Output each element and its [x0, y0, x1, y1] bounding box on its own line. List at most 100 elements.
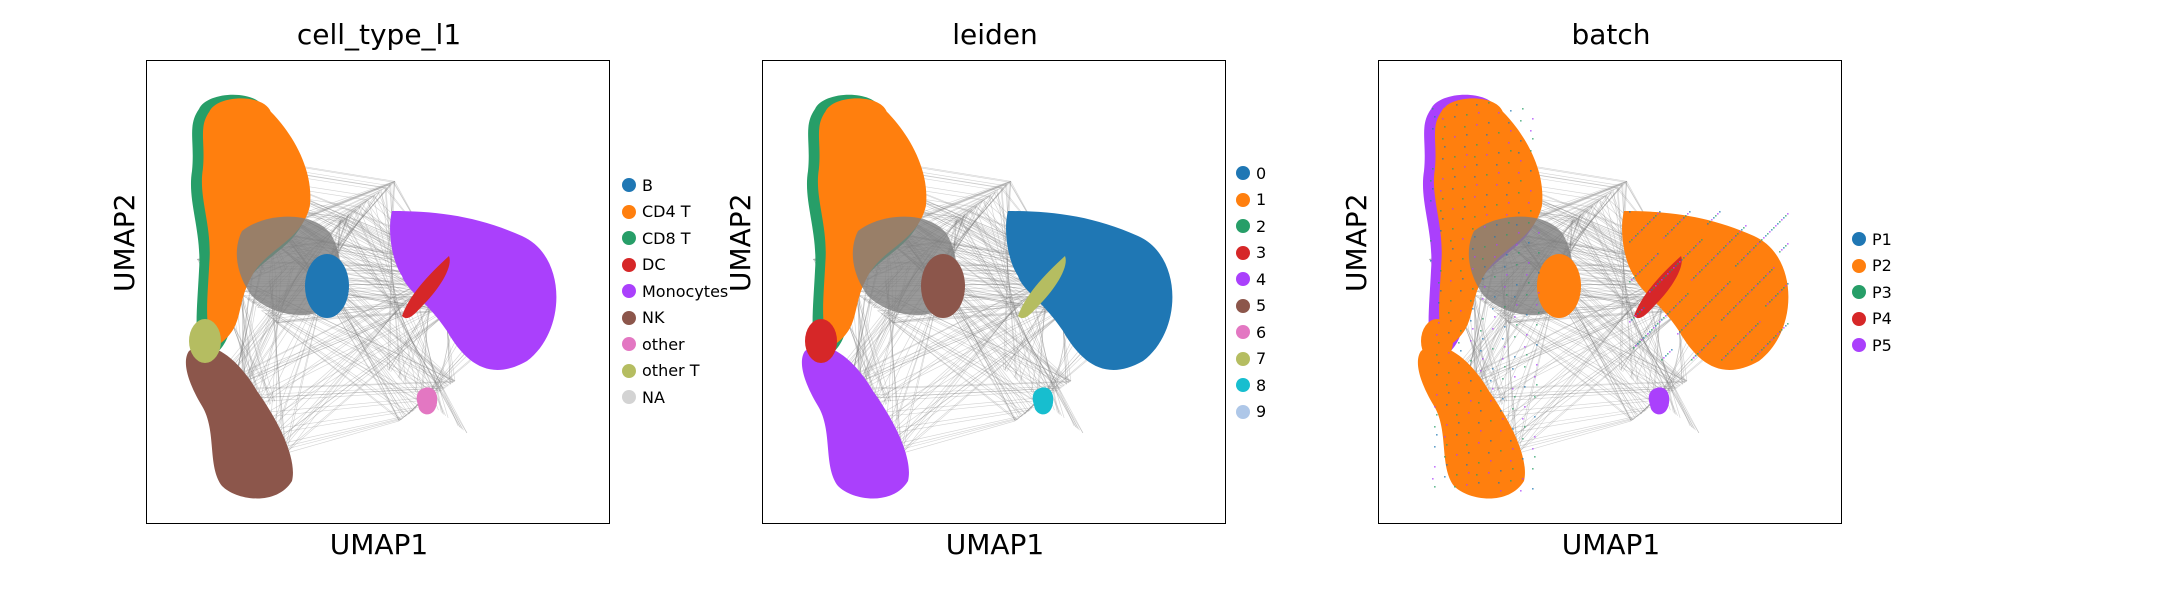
graph-edge — [354, 209, 445, 415]
cluster — [1006, 211, 1173, 370]
umap-panel-leiden: leiden UMAP1 UMAP2 0 1 2 3 4 5 6 7 8 9 — [616, 0, 1316, 600]
legend-item: other T — [622, 358, 699, 384]
cell-point — [1657, 213, 1659, 215]
cell-point — [1695, 355, 1697, 357]
cell-point — [1657, 253, 1659, 255]
cell-point — [1522, 438, 1524, 440]
cell-point — [1721, 359, 1723, 361]
graph-edge — [280, 417, 404, 448]
cell-point — [1440, 270, 1442, 272]
cell-point — [1524, 386, 1526, 388]
graph-edge — [970, 209, 1061, 415]
cell-point — [1639, 231, 1641, 233]
graph-edge — [1018, 303, 1079, 430]
graph-edge — [1573, 219, 1696, 431]
cell-point — [1651, 329, 1653, 331]
legend-marker — [1236, 219, 1250, 233]
cell-point — [1498, 132, 1500, 134]
cell-point — [1452, 228, 1454, 230]
cell-point — [1657, 283, 1659, 285]
cell-point — [1472, 308, 1474, 310]
graph-edge — [902, 420, 1016, 454]
cell-point — [1498, 482, 1500, 484]
cell-point — [1430, 240, 1432, 242]
cell-point — [1444, 106, 1446, 108]
legend-marker — [622, 337, 636, 351]
cell-point — [1769, 341, 1771, 343]
graph-edge — [1471, 396, 1665, 415]
cell-point — [1516, 324, 1518, 326]
graph-edge — [896, 417, 1020, 448]
cell-point — [1705, 265, 1707, 267]
graph-edge — [892, 415, 1023, 446]
cluster — [1433, 98, 1543, 347]
cell-point — [1699, 271, 1701, 273]
cell-point — [1685, 295, 1687, 297]
cell-point — [1719, 251, 1721, 253]
cell-point — [1715, 295, 1717, 297]
cell-point — [1476, 144, 1478, 146]
cell-point — [1701, 349, 1703, 351]
cell-point — [1512, 428, 1514, 430]
graph-edge — [1518, 420, 1632, 454]
cell-point — [1699, 241, 1701, 243]
cell-point — [1677, 303, 1679, 305]
graph-edge — [1604, 196, 1651, 394]
cell-point — [1779, 291, 1781, 293]
cell-point — [1456, 104, 1458, 106]
cell-point — [1745, 255, 1747, 257]
cell-point — [1510, 130, 1512, 132]
graph-edge — [243, 284, 430, 419]
graph-edge — [1476, 399, 1661, 420]
cell-point — [1641, 339, 1643, 341]
cell-point — [1741, 229, 1743, 231]
cell-point — [1532, 488, 1534, 490]
graph-edge — [1496, 409, 1647, 436]
graph-edge — [268, 301, 462, 439]
cell-point — [1771, 339, 1773, 341]
cell-point — [1631, 279, 1633, 281]
cell-point — [1779, 331, 1781, 333]
cell-point — [1663, 277, 1665, 279]
legend-label: 7 — [1256, 349, 1267, 368]
graph-edge — [1647, 293, 1676, 414]
cell-point — [1701, 269, 1703, 271]
cell-point — [1514, 356, 1516, 358]
cell-point — [1719, 211, 1721, 213]
cell-point — [1787, 323, 1789, 325]
graph-edge — [857, 294, 1040, 404]
cell-point — [1677, 263, 1679, 265]
cell-point — [1785, 215, 1787, 217]
cell-point — [1468, 452, 1470, 454]
legend-label: NK — [642, 308, 665, 327]
graph-edge — [268, 296, 412, 439]
cell-point — [1472, 288, 1474, 290]
graph-edge — [837, 272, 1062, 401]
cell-point — [1500, 450, 1502, 452]
cell-point — [1783, 247, 1785, 249]
cell-point — [1661, 279, 1663, 281]
cluster — [1537, 254, 1581, 318]
graph-edge — [959, 217, 1076, 428]
cell-point — [1482, 278, 1484, 280]
cell-point — [1769, 271, 1771, 273]
cell-point — [1743, 297, 1745, 299]
cell-point — [1450, 280, 1452, 282]
cell-point — [1633, 347, 1635, 349]
cell-point — [1629, 281, 1631, 283]
cell-point — [1635, 235, 1637, 237]
graph-edge — [236, 290, 428, 402]
cell-point — [1460, 270, 1462, 272]
cell-point — [1637, 273, 1639, 275]
cell-point — [1763, 277, 1765, 279]
cell-point — [1474, 216, 1476, 218]
cell-point — [1727, 283, 1729, 285]
cell-point — [1711, 219, 1713, 221]
graph-edge — [275, 321, 401, 421]
cell-point — [1665, 235, 1667, 237]
cell-point — [1466, 484, 1468, 486]
cell-point — [1450, 320, 1452, 322]
graph-edge — [265, 313, 408, 416]
cell-point — [1524, 346, 1526, 348]
cell-point — [1436, 394, 1438, 396]
